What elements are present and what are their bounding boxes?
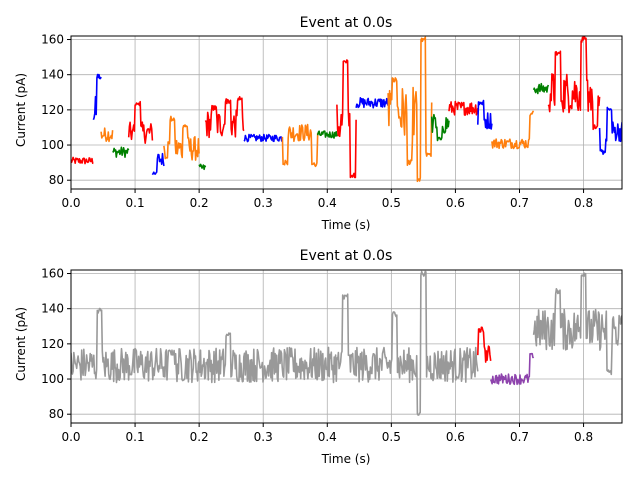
x-tick-label: 0.6 bbox=[446, 196, 465, 210]
y-tick-label: 80 bbox=[49, 407, 64, 421]
y-axis-label: Current (pA) bbox=[14, 307, 28, 381]
x-tick-label: 0.5 bbox=[382, 430, 401, 444]
x-tick-label: 0.5 bbox=[382, 196, 401, 210]
trace-segment bbox=[336, 59, 357, 179]
y-axis-label: Current (pA) bbox=[14, 73, 28, 147]
trace-group bbox=[71, 36, 622, 183]
trace-segment bbox=[92, 73, 102, 121]
x-tick-label: 0.4 bbox=[318, 196, 337, 210]
x-tick-label: 0.6 bbox=[446, 430, 465, 444]
x-tick-label: 0.0 bbox=[61, 196, 80, 210]
y-tick-label: 80 bbox=[49, 173, 64, 187]
trace-segment bbox=[198, 163, 207, 171]
chart-bottom: Event at 0.0s Time (s) Current (pA) 0.0 0… bbox=[14, 248, 623, 466]
x-tick-label: 0.1 bbox=[126, 196, 145, 210]
trace-segment bbox=[316, 130, 338, 139]
y-tick-label: 120 bbox=[41, 103, 64, 117]
plot-frame bbox=[70, 35, 623, 190]
y-tick-label: 160 bbox=[41, 33, 64, 47]
trace-segment bbox=[151, 152, 165, 176]
trace-segment bbox=[491, 110, 535, 150]
trace-segment bbox=[163, 115, 200, 161]
trace-segment bbox=[100, 127, 114, 143]
plot-frame bbox=[70, 269, 623, 424]
x-tick-label: 0.7 bbox=[510, 430, 529, 444]
x-tick-label: 0.3 bbox=[254, 196, 273, 210]
trace-segment bbox=[281, 123, 319, 168]
trace-segment bbox=[547, 36, 601, 131]
trace-segment bbox=[71, 156, 94, 165]
x-axis-label: Time (s) bbox=[321, 452, 371, 466]
trace-segment bbox=[71, 270, 479, 416]
x-tick-label: 0.8 bbox=[574, 196, 593, 210]
trace-group bbox=[71, 270, 622, 416]
y-tick-label: 160 bbox=[41, 267, 64, 281]
trace-segment bbox=[532, 272, 622, 376]
y-tick-label: 100 bbox=[41, 372, 64, 386]
y-tick-label: 140 bbox=[41, 302, 64, 316]
grid bbox=[70, 270, 622, 423]
x-tick-label: 0.2 bbox=[190, 196, 209, 210]
chart-title: Event at 0.0s bbox=[300, 248, 393, 264]
trace-segment bbox=[532, 82, 550, 95]
trace-segment bbox=[243, 133, 284, 143]
x-tick-label: 0.7 bbox=[510, 196, 529, 210]
trace-segment bbox=[430, 113, 450, 142]
x-tick-label: 0.4 bbox=[318, 430, 337, 444]
trace-segment bbox=[204, 96, 245, 139]
y-tick-label: 120 bbox=[41, 337, 64, 351]
x-tick-label: 0.2 bbox=[190, 430, 209, 444]
x-tick-label: 0.8 bbox=[574, 430, 593, 444]
trace-segment bbox=[598, 106, 622, 155]
x-axis-label: Time (s) bbox=[321, 218, 371, 232]
trace-segment bbox=[112, 146, 130, 158]
trace-segment bbox=[477, 326, 492, 363]
y-tick-label: 100 bbox=[41, 138, 64, 152]
chart-top: Event at 0.0s Time (s) Current (pA) 0.0 0… bbox=[14, 15, 623, 232]
trace-segment bbox=[448, 100, 479, 116]
trace-segment bbox=[355, 97, 389, 109]
x-tick-label: 0.0 bbox=[61, 430, 80, 444]
grid bbox=[70, 36, 622, 189]
chart-title: Event at 0.0s bbox=[300, 15, 393, 31]
y-tick-label: 140 bbox=[41, 68, 64, 82]
trace-segment bbox=[477, 99, 493, 130]
x-tick-label: 0.1 bbox=[126, 430, 145, 444]
trace-segment bbox=[489, 352, 535, 386]
trace-segment bbox=[127, 100, 154, 144]
trace-segment bbox=[387, 36, 433, 183]
x-tick-label: 0.3 bbox=[254, 430, 273, 444]
